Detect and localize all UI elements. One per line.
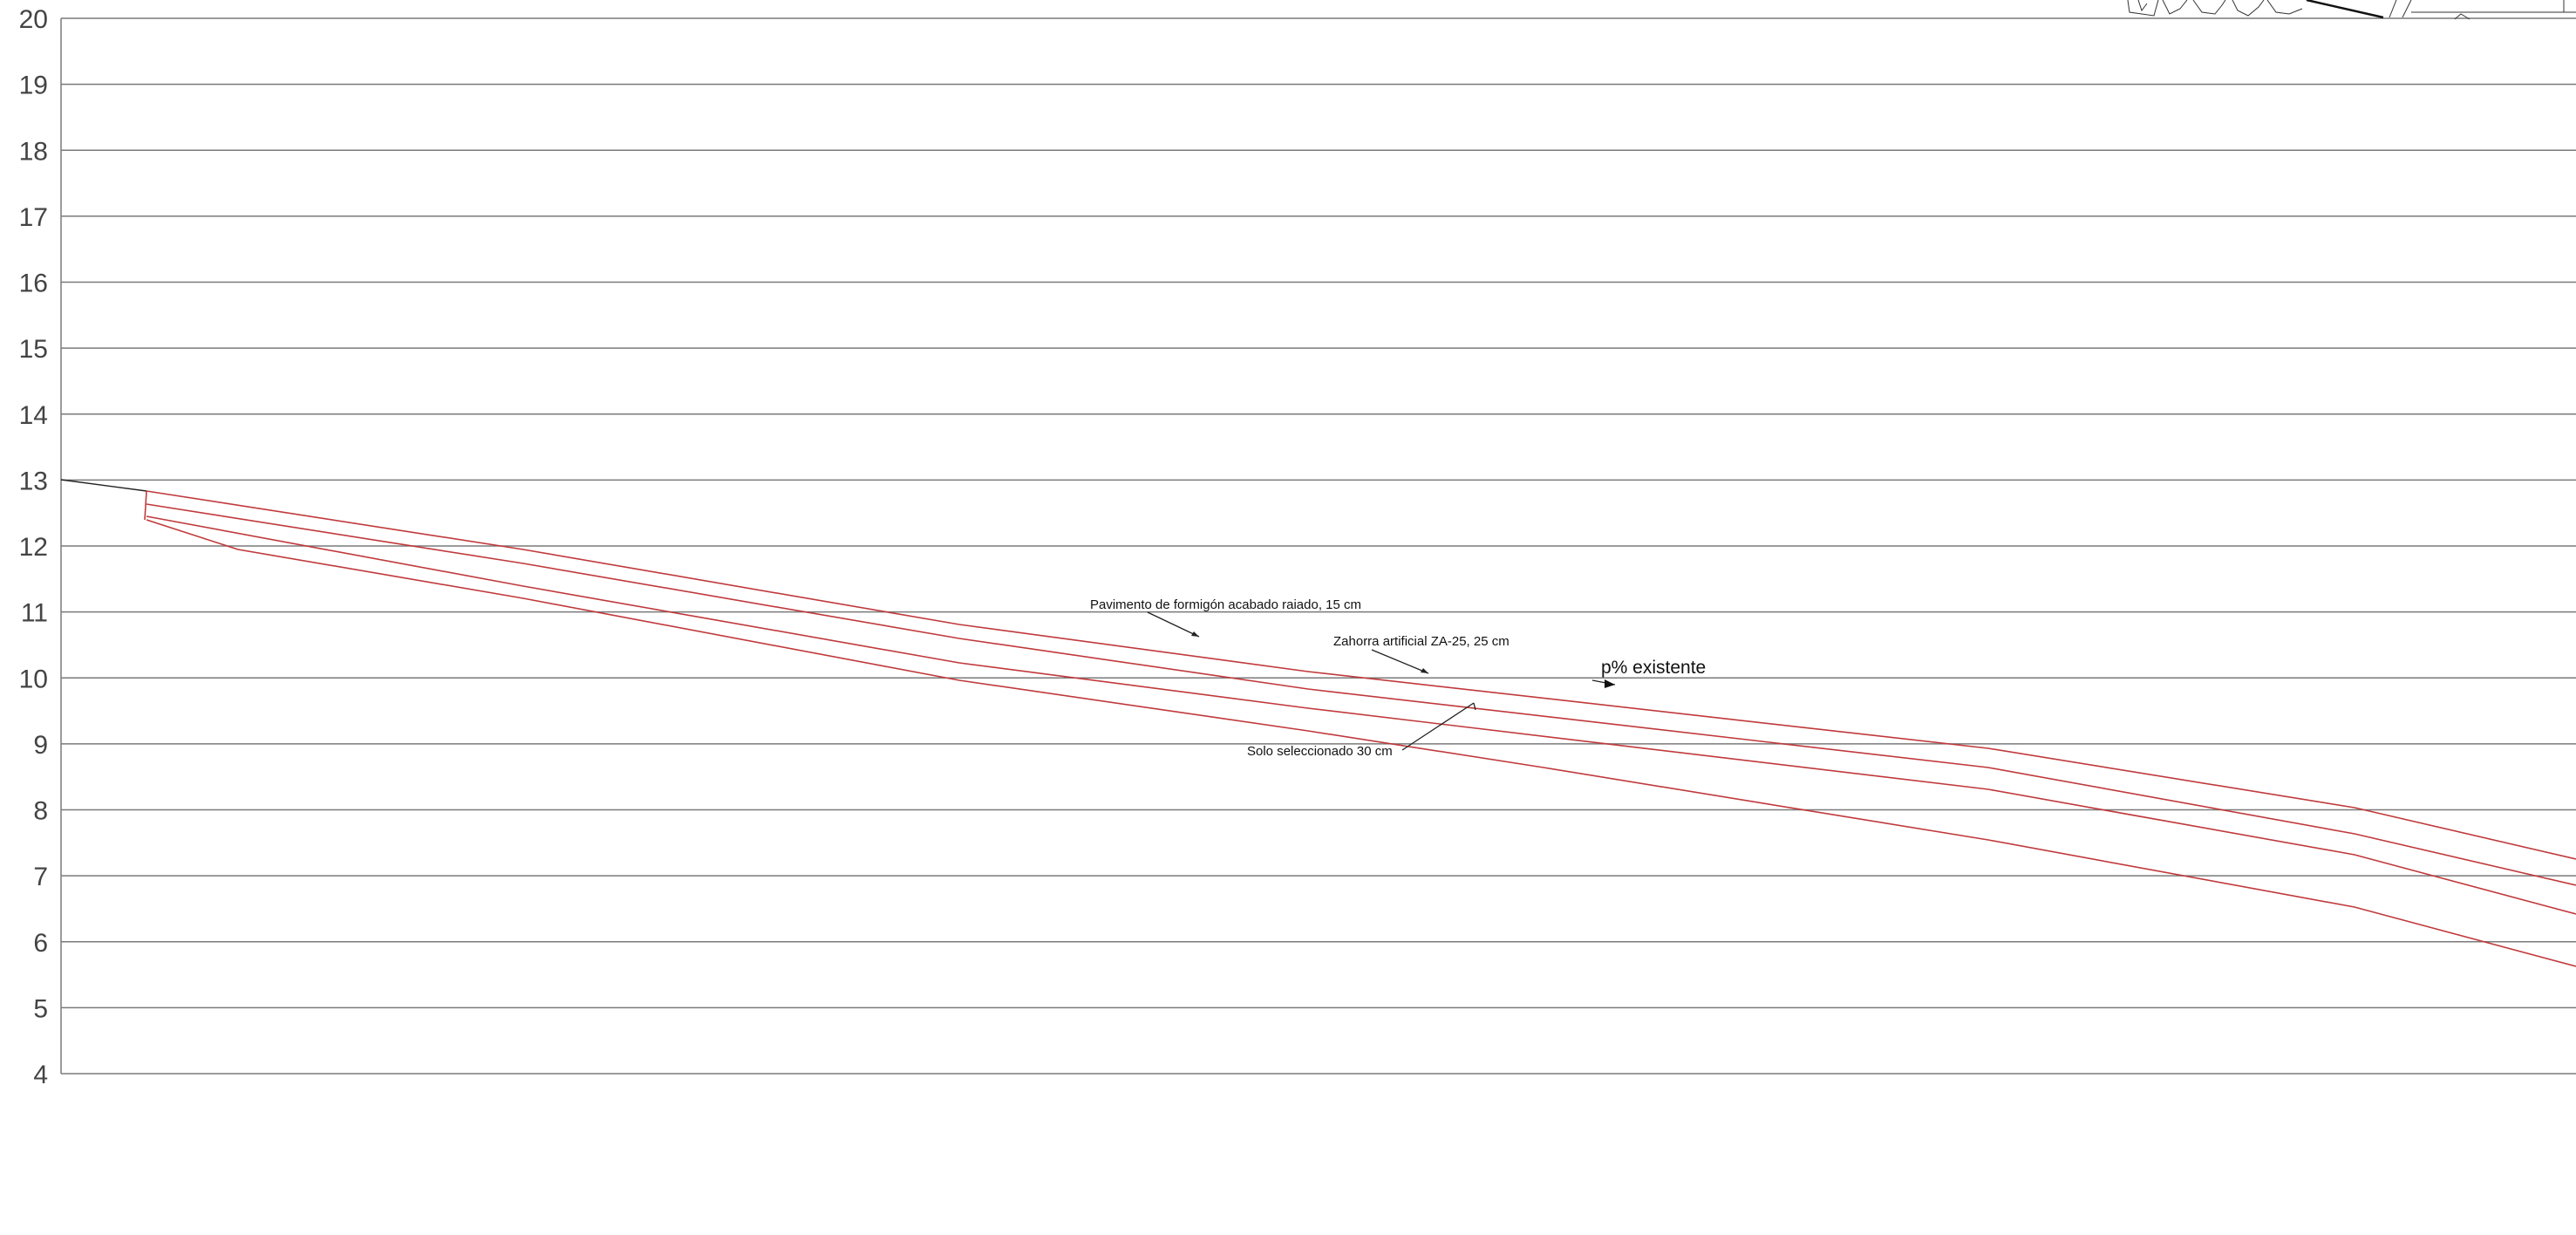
pavement-bottom-line (146, 503, 2576, 886)
elevation-label-13: 13 (19, 467, 48, 495)
base-layer-label: Zahorra artificial ZA-25, 25 cm (1333, 634, 1509, 649)
pavement-leader (1147, 611, 1200, 638)
elevation-label-10: 10 (19, 665, 48, 693)
subgrade-leader-tick (1473, 702, 1476, 711)
pavement-leader-arrow (1191, 631, 1199, 637)
elevation-label-11: 11 (21, 599, 48, 628)
elevation-label-15: 15 (19, 335, 48, 364)
elevation-label-18: 18 (19, 137, 48, 166)
elevation-grid (60, 17, 2576, 1075)
detail-bold-line (2306, 0, 2384, 19)
pavement-top-line (146, 490, 2576, 860)
elevation-label-19: 19 (19, 72, 48, 100)
elevation-label-7: 7 (33, 863, 48, 891)
elevation-axis-labels: 20 19 18 17 16 15 14 13 12 11 10 9 8 7 6 5 4 (19, 5, 48, 1089)
subgrade-leader (1401, 702, 1475, 751)
elevation-label-12: 12 (19, 533, 48, 562)
elevation-label-9: 9 (33, 731, 48, 760)
existing-ground-line (60, 479, 147, 492)
elevation-label-8: 8 (33, 797, 48, 826)
elevation-label-5: 5 (33, 994, 48, 1023)
slope-arrow-head (1605, 679, 1615, 688)
base-leader (1371, 649, 1429, 674)
slope-label: p% existente (1601, 658, 1706, 678)
base-leader-arrow (1421, 668, 1428, 673)
elevation-label-17: 17 (19, 203, 48, 232)
pavement-layer-label: Pavimento de formigón acabado raiado, 15… (1090, 597, 1361, 612)
subgrade-bottom-line (146, 519, 2576, 967)
base-bottom-line (146, 515, 2576, 915)
elevation-label-4: 4 (33, 1061, 48, 1089)
elevation-label-6: 6 (33, 929, 48, 958)
elevation-label-20: 20 (19, 5, 48, 34)
elevation-label-16: 16 (19, 270, 48, 298)
subgrade-layer-label: Solo seleccionado 30 cm (1247, 744, 1393, 759)
elevation-label-14: 14 (19, 401, 48, 430)
partial-detail-drawing (2127, 0, 2576, 20)
structure-left-edge (144, 490, 147, 521)
